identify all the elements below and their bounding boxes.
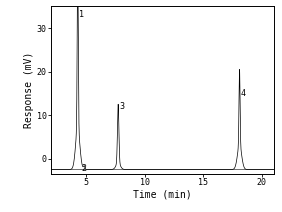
X-axis label: Time (min): Time (min) xyxy=(133,190,191,200)
Text: 1: 1 xyxy=(79,10,84,19)
Y-axis label: Response (mV): Response (mV) xyxy=(24,52,34,128)
Text: 4: 4 xyxy=(241,89,246,98)
Text: 2: 2 xyxy=(81,164,86,173)
Text: 3: 3 xyxy=(120,102,125,111)
